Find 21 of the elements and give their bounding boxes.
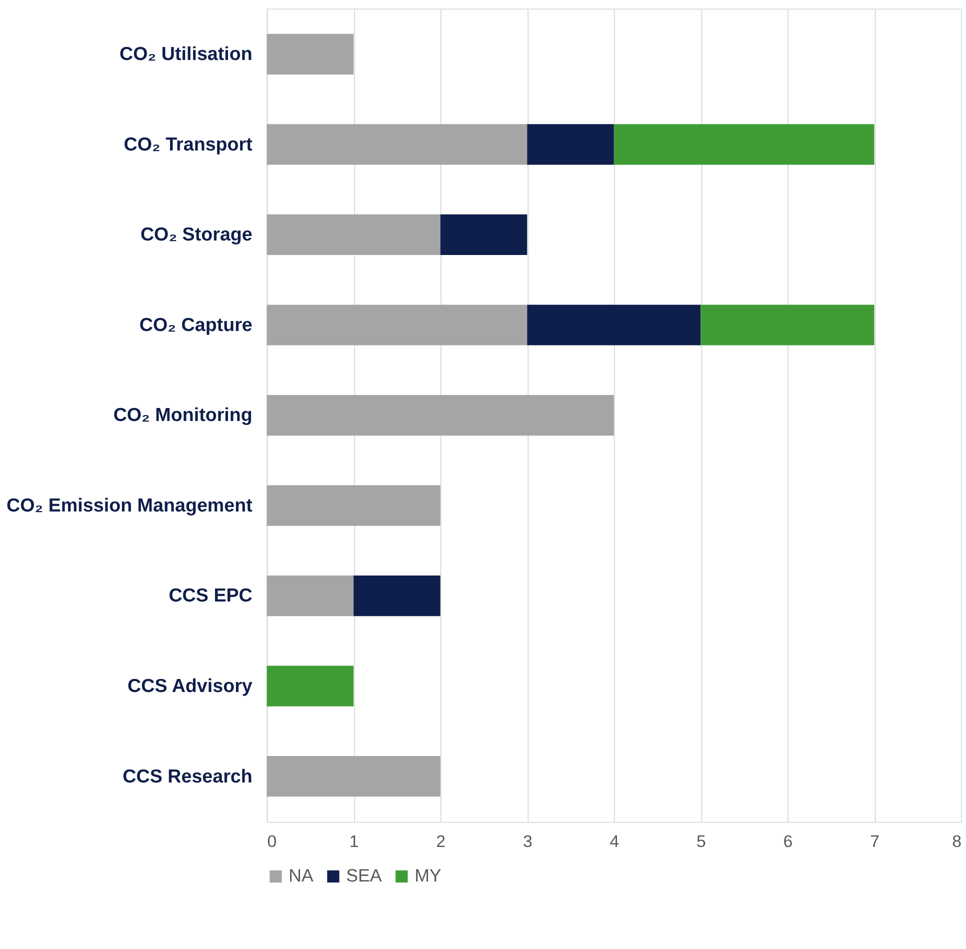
x-tick-label: 6 [783, 832, 793, 852]
legend-label: MY [414, 865, 442, 886]
legend-label: SEA [346, 865, 382, 886]
y-tick-label: CCS Research [122, 765, 252, 786]
y-tick-label: CCS EPC [168, 584, 253, 606]
legend-label: NA [288, 865, 314, 886]
y-tick-label: CO₂ Storage [140, 224, 252, 245]
y-tick-label: CO₂ Transport [124, 133, 254, 154]
x-tick-label: 4 [610, 832, 620, 852]
y-tick-label: CO₂ Capture [139, 314, 252, 335]
x-tick-label: 1 [349, 832, 359, 852]
y-tick-label: CO₂ Monitoring [113, 404, 252, 426]
x-tick-label: 7 [870, 832, 880, 852]
x-tick-label: 5 [696, 832, 706, 852]
x-tick-label: 2 [436, 832, 446, 852]
y-tick-label: CO₂ Utilisation [120, 43, 252, 64]
y-tick-label: CO₂ Emission Management [6, 494, 254, 516]
x-tick-label: 0 [267, 832, 277, 852]
x-tick-label: 3 [522, 832, 532, 852]
y-tick-label: CCS Advisory [128, 675, 253, 696]
x-tick-label: 8 [952, 832, 962, 852]
